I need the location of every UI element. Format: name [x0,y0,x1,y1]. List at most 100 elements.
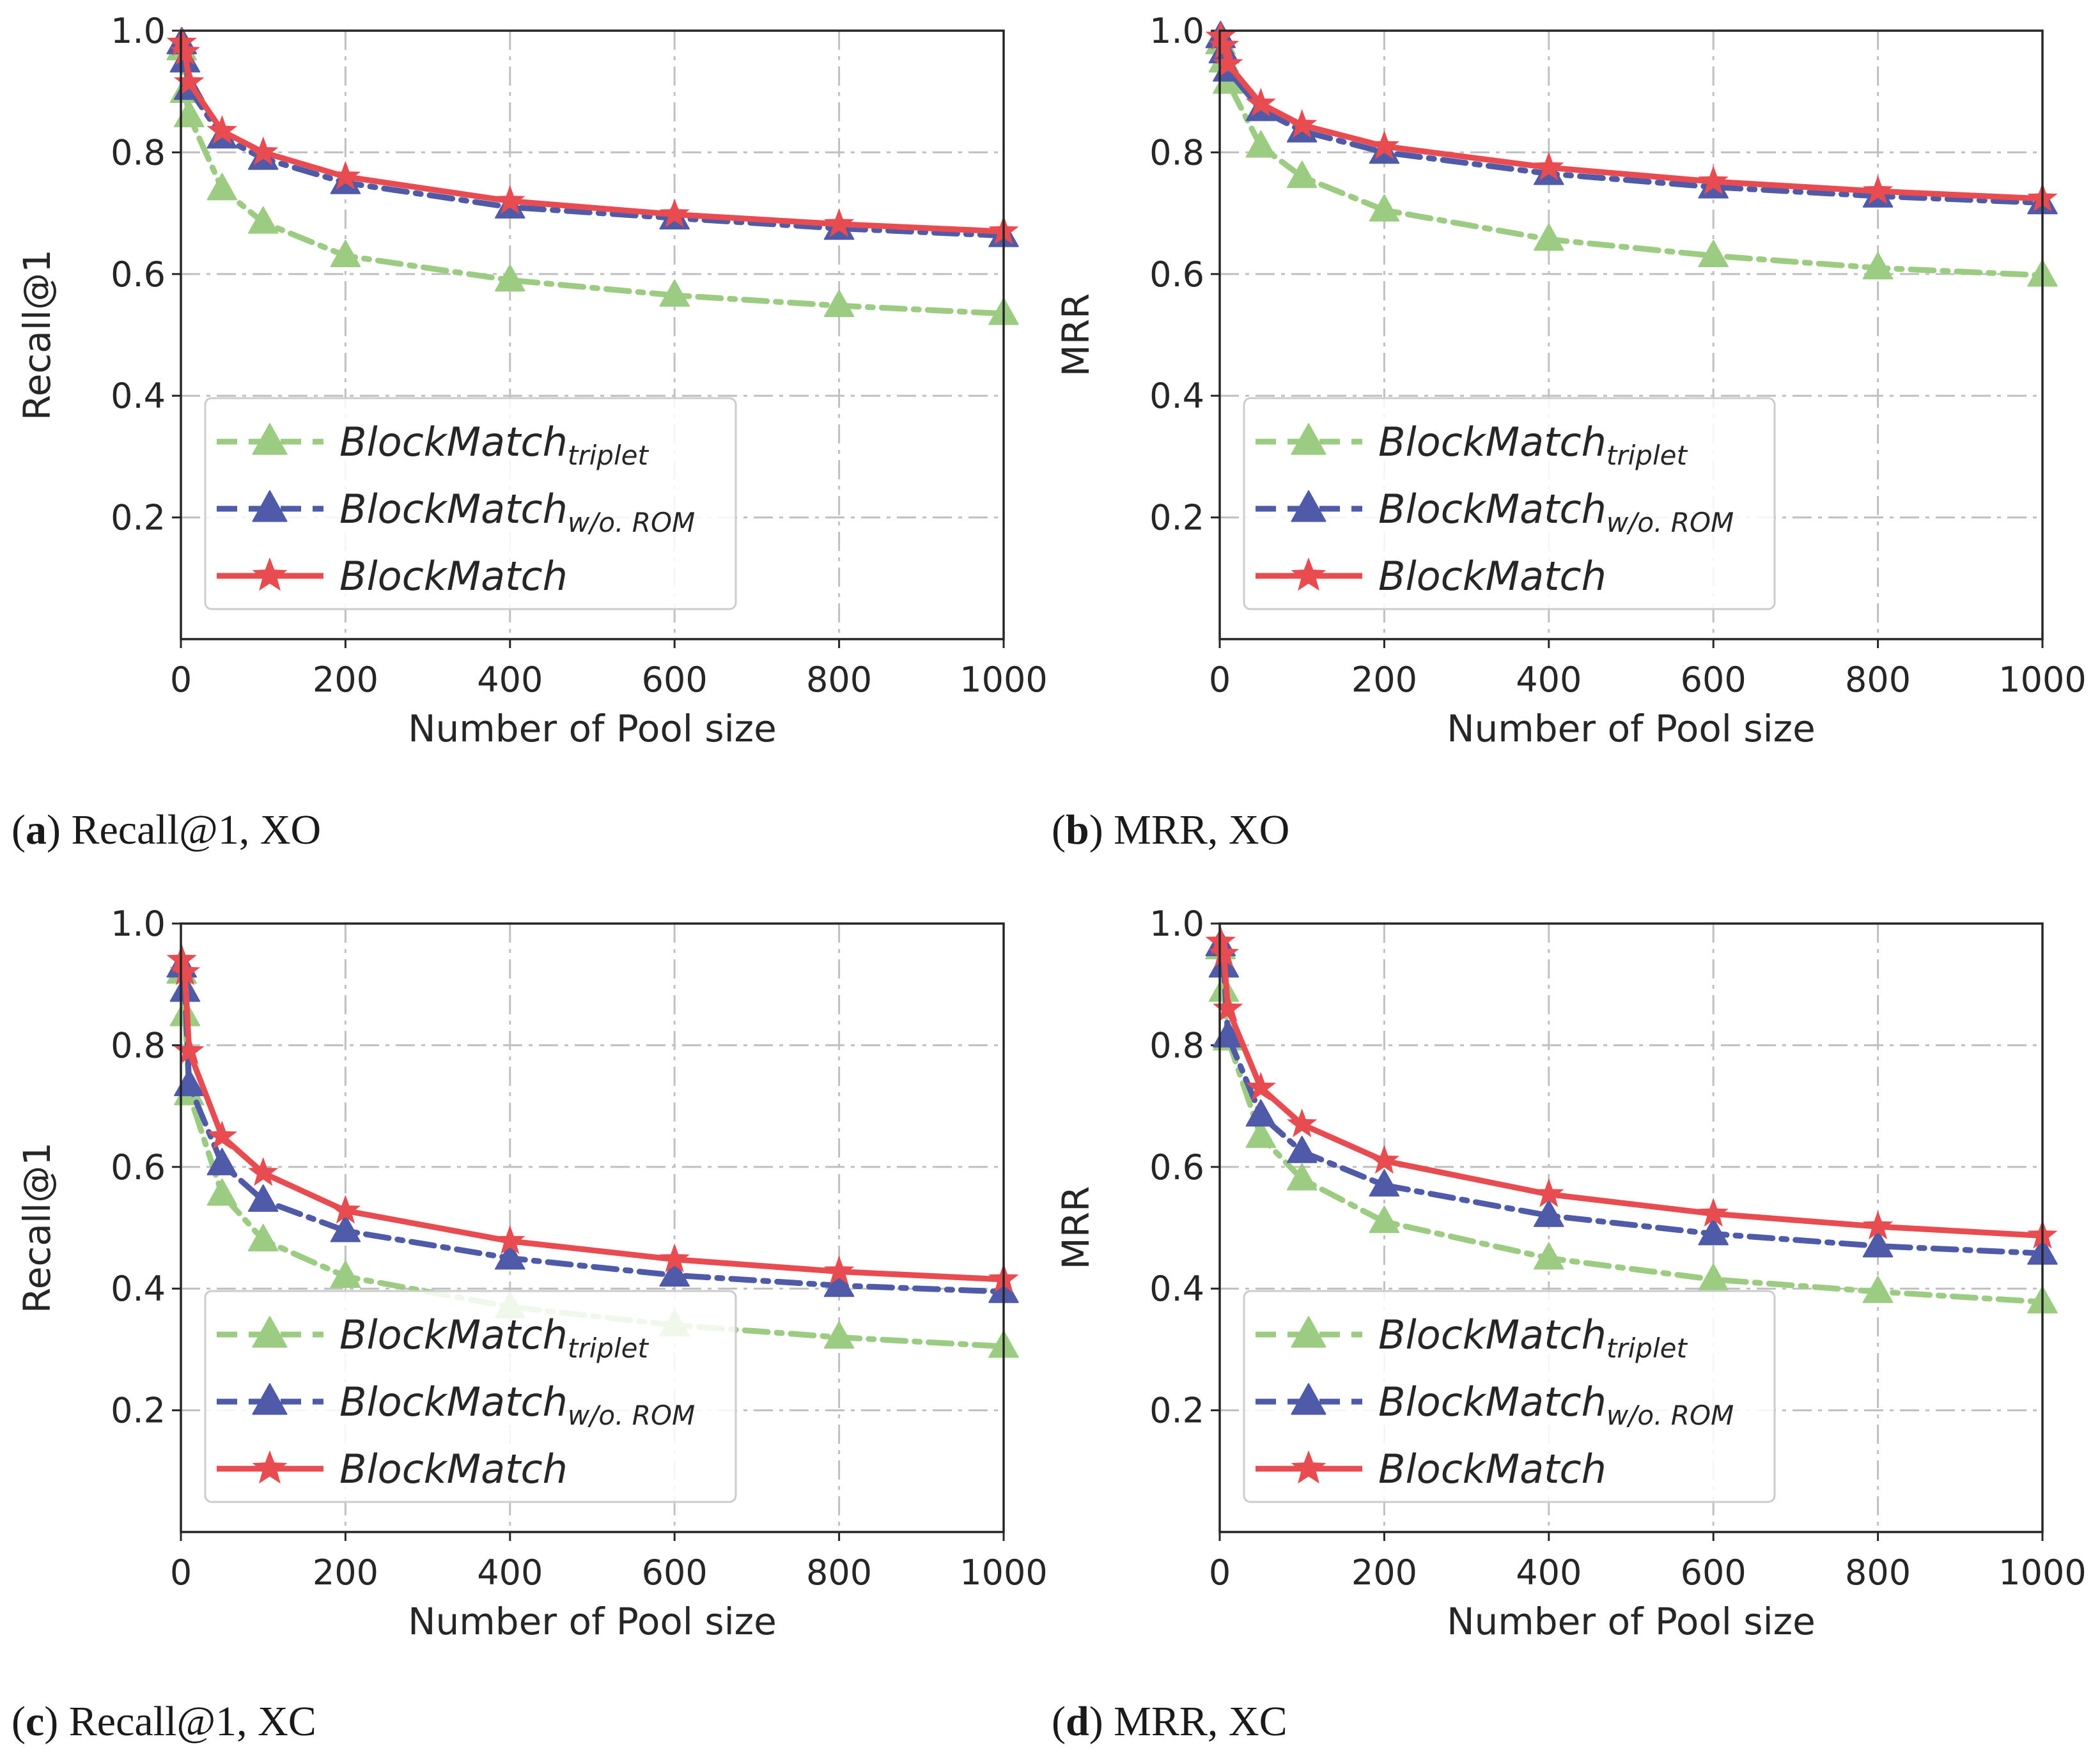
legend-subscript: w/o. ROM [568,507,695,538]
legend-box [1243,1290,1776,1503]
x-tick-label: 400 [1516,660,1582,700]
legend-marker-wo_rom [252,1383,288,1415]
legend-label-blockmatch: BlockMatch [1378,1446,1606,1492]
data-point-blockmatch [169,956,201,986]
data-point-blockmatch [1286,1108,1318,1138]
y-tick-label: 0.2 [1149,1391,1204,1431]
x-tick-label: 0 [170,660,192,700]
x-tick-label: 1000 [960,1552,1047,1593]
data-point-wo_rom [495,1242,525,1270]
data-point-triplet [1286,1163,1318,1191]
data-point-wo_rom [1698,1218,1729,1246]
series-wo_rom [1205,929,2058,1265]
legend-marker-triplet [1291,423,1326,455]
y-tick-label: 1.0 [111,11,166,51]
data-point-blockmatch [1369,1145,1400,1174]
y-tick-label: 0.8 [111,1025,166,1065]
legend-label-wo_rom: BlockMatchw/o. ROM [1378,486,1734,538]
data-point-triplet [1369,194,1400,222]
data-point-blockmatch [1534,1178,1564,1207]
data-point-blockmatch [1213,48,1243,77]
data-point-triplet [1286,160,1318,189]
legend-marker-triplet [252,423,288,455]
plot-frame [180,922,1005,1533]
y-tick-label: 1.0 [1149,904,1204,944]
data-point-blockmatch [174,66,205,96]
chart-panel-d: 0 200 400 600 800 1000 0.2 0.4 0.6 0.8 1.0 Number o… [1052,904,2087,1745]
x-tick-label: 0 [1209,1552,1231,1593]
data-point-blockmatch [495,1225,525,1255]
legend-marker-wo_rom [1291,1383,1326,1415]
y-tick-label: 0.6 [111,254,166,295]
data-point-blockmatch [1213,993,1243,1022]
legend-marker-blockmatch [252,1450,288,1484]
y-tick-label: 0.8 [1149,1025,1204,1065]
data-point-triplet [1862,1275,1894,1303]
data-point-blockmatch [248,1157,279,1186]
data-point-blockmatch [1534,151,1564,181]
data-point-blockmatch [1698,166,1729,195]
x-tick-label: 1000 [1998,660,2086,700]
data-point-blockmatch [1862,1211,1894,1240]
data-point-blockmatch [174,1035,205,1065]
x-tick-label: 600 [1681,1552,1746,1593]
data-point-blockmatch [495,185,525,214]
y-tick-label: 0.4 [111,1269,166,1309]
x-tick-label: 200 [313,660,378,700]
legend-subscript: w/o. ROM [1606,507,1734,538]
data-point-blockmatch [823,1255,855,1285]
x-tick-label: 400 [477,660,543,700]
data-point-triplet [823,1321,855,1349]
y-tick-label: 0.2 [1149,498,1204,538]
x-tick-label: 400 [477,1552,543,1593]
legend-label-blockmatch: BlockMatch [1378,553,1606,600]
y-tick-label: 0.8 [111,132,166,173]
data-point-triplet [1698,1263,1729,1291]
data-point-triplet [1245,130,1277,158]
legend-subscript: w/o. ROM [568,1400,695,1431]
x-tick-label: 200 [313,1552,378,1593]
data-point-blockmatch [823,208,855,237]
y-tick-label: 0.4 [1149,376,1204,416]
series-triplet [1205,27,2058,287]
legend-subscript: triplet [1606,440,1688,471]
caption-letter: b [1066,807,1089,853]
y-axis-label: Recall@1 [15,249,59,421]
data-point-wo_rom [1862,1230,1894,1258]
legend-subscript: triplet [568,440,649,471]
series-triplet [166,33,1019,325]
x-axis-label: Number of Pool size [1447,1600,1816,1643]
data-point-triplet [1862,252,1894,280]
data-point-triplet [1534,223,1564,251]
data-point-triplet [330,240,361,268]
data-point-blockmatch [206,1120,238,1150]
data-point-blockmatch [248,136,279,166]
x-tick-label: 800 [1845,660,1911,700]
chart-panel-a: 0 200 400 600 800 1000 0.2 0.4 0.6 0.8 1.0 Number o… [12,11,1048,853]
y-axis-label: Recall@1 [15,1142,59,1313]
y-tick-label: 0.8 [1149,132,1204,173]
data-point-blockmatch [330,160,361,190]
series-blockmatch [166,27,1019,245]
legend-marker-blockmatch [252,557,288,591]
legend-subscript: triplet [568,1333,649,1364]
x-tick-label: 0 [1209,660,1231,700]
data-point-wo_rom [1369,1169,1400,1197]
data-point-triplet [330,1260,361,1288]
x-tick-label: 600 [642,1552,708,1593]
series-blockmatch [166,944,1019,1293]
series-line-triplet [1217,40,2046,279]
data-point-triplet [1534,1242,1564,1270]
data-point-triplet [206,173,238,201]
x-tick-label: 800 [806,660,872,700]
data-point-wo_rom [1286,1136,1318,1163]
series-line-wo_rom [1217,34,2046,206]
data-point-triplet [247,206,279,234]
data-point-triplet [495,264,525,292]
data-point-triplet [1369,1205,1400,1234]
data-point-triplet [206,1178,238,1206]
legend-marker-wo_rom [1291,490,1326,522]
